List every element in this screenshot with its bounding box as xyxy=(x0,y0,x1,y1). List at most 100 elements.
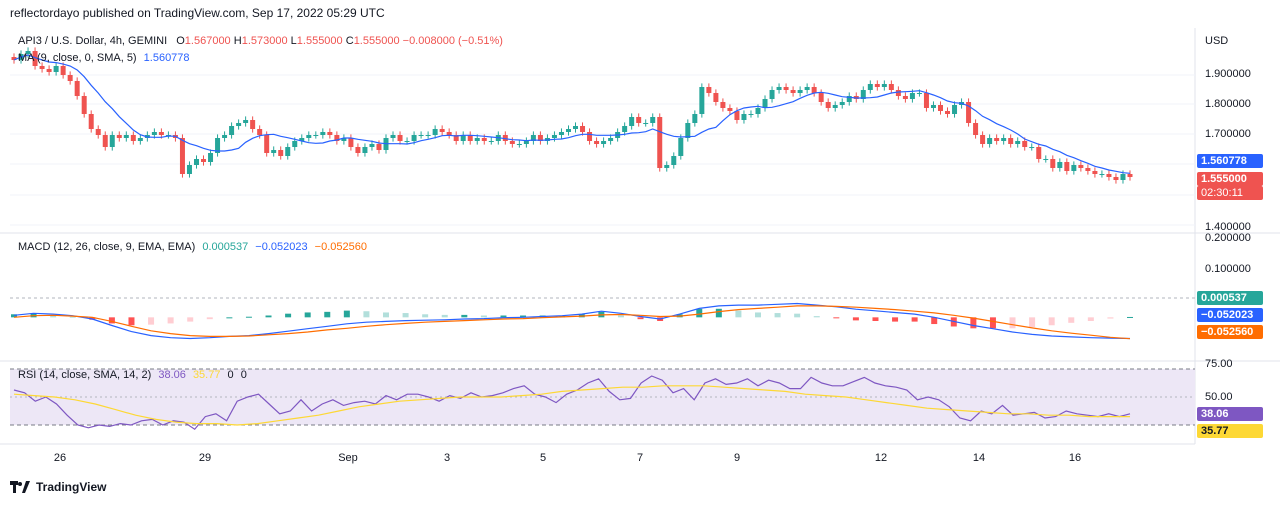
symbol-title[interactable]: API3 / U.S. Dollar, 4h, GEMINI xyxy=(18,35,168,47)
candle-body xyxy=(215,138,221,153)
candle-body xyxy=(1120,174,1126,180)
bar-countdown-tag: 02:30:11 xyxy=(1197,186,1263,200)
currency-label: USD xyxy=(1205,35,1228,47)
candle-body xyxy=(130,135,136,141)
candle-body xyxy=(776,87,782,90)
ma-value: 1.560778 xyxy=(143,52,190,64)
candle-body xyxy=(902,96,908,99)
rsi-ma-line xyxy=(13,385,1130,426)
candle-body xyxy=(74,81,80,96)
candle-body xyxy=(952,105,958,114)
candle-body xyxy=(123,135,129,138)
macd-line-tag: −0.052023 xyxy=(1197,308,1263,322)
candle-body xyxy=(369,144,375,147)
macd-hist-tag: 0.000537 xyxy=(1197,291,1263,305)
candle-body xyxy=(839,102,845,105)
macd-hist-bar xyxy=(285,313,292,318)
price-tick: 1.800000 xyxy=(1205,98,1251,110)
candle-body xyxy=(236,123,242,126)
macd-hist-bar xyxy=(148,317,155,325)
rsi-sma-tag: 35.77 xyxy=(1197,424,1263,438)
ma-price-tag: 1.560778 xyxy=(1197,154,1263,168)
candle-body xyxy=(530,135,536,141)
candle-body xyxy=(1015,141,1021,144)
candle-body xyxy=(874,84,880,87)
macd-hist-bar xyxy=(774,313,781,318)
candle-body xyxy=(706,87,712,93)
candle-body xyxy=(411,135,417,141)
time-tick: 26 xyxy=(54,452,66,464)
candle-body xyxy=(1106,174,1112,177)
macd-hist-bar xyxy=(11,314,17,318)
candle-body xyxy=(832,105,838,108)
candle-body xyxy=(601,141,607,144)
candle-body xyxy=(980,135,986,144)
candle-body xyxy=(769,90,775,99)
candle-body xyxy=(88,114,94,129)
time-tick: 3 xyxy=(444,452,450,464)
candle-body xyxy=(418,135,424,136)
candle-body xyxy=(32,51,38,66)
candle-body xyxy=(460,135,466,141)
candle-body xyxy=(692,114,698,123)
candle-body xyxy=(930,105,936,108)
chart-canvas[interactable]: USD 1.900000 1.800000 1.700000 1.400000 … xyxy=(0,28,1280,474)
rsi-tick: 50.00 xyxy=(1205,391,1233,403)
macd-hist-bar xyxy=(304,312,311,318)
candle-body xyxy=(376,144,382,150)
rsi-sma-value: 35.77 xyxy=(192,369,221,381)
rsi-line xyxy=(13,375,1131,430)
macd-hist-bar xyxy=(108,317,115,324)
candle-body xyxy=(551,135,557,138)
candle-body xyxy=(860,90,866,99)
publish-info: reflectordayo published on TradingView.c… xyxy=(10,6,385,20)
macd-hist-bar xyxy=(1068,317,1075,323)
macd-hist-bar xyxy=(794,313,801,318)
candle-body xyxy=(179,138,185,174)
time-tick: 14 xyxy=(973,452,985,464)
candle-body xyxy=(1043,159,1049,160)
macd-hist-bar xyxy=(324,311,331,318)
candle-body xyxy=(439,129,445,132)
macd-hist-bar xyxy=(696,308,703,318)
time-tick: 29 xyxy=(199,452,211,464)
candle-body xyxy=(1057,162,1063,168)
candle-body xyxy=(657,117,663,168)
macd-hist-bar xyxy=(343,310,350,318)
candle-body xyxy=(95,129,101,135)
macd-hist-bar xyxy=(1127,316,1133,318)
candle-body xyxy=(1085,168,1091,171)
candle-body xyxy=(580,126,586,132)
candle-body xyxy=(390,135,396,138)
macd-line xyxy=(13,302,1131,340)
candle-body xyxy=(278,150,284,156)
macd-histogram xyxy=(11,308,1133,329)
symbol-legend: API3 / U.S. Dollar, 4h, GEMINI O1.567000… xyxy=(18,35,503,47)
candle-body xyxy=(685,123,691,138)
candle-body xyxy=(650,117,656,123)
macd-hist-bar xyxy=(265,315,272,318)
candle-body xyxy=(565,129,571,132)
macd-hist-bar xyxy=(715,308,722,318)
candle-body xyxy=(923,93,929,108)
candle-body xyxy=(516,144,522,145)
candle-body xyxy=(60,66,66,75)
ma-legend[interactable]: MA (9, close, 0, SMA, 5) 1.560778 xyxy=(18,52,190,64)
macd-hist-bar xyxy=(441,314,448,318)
candle-body xyxy=(488,141,494,142)
candle-body xyxy=(945,111,951,114)
chart-frame: USD 1.900000 1.800000 1.700000 1.400000 … xyxy=(0,28,1280,474)
macd-legend[interactable]: MACD (12, 26, close, 9, EMA, EMA) 0.0005… xyxy=(18,241,367,253)
footer-brand[interactable]: TradingView xyxy=(10,480,106,494)
rsi-legend[interactable]: RSI (14, close, SMA, 14, 2) 38.06 35.77 … xyxy=(18,369,247,381)
last-price-tag: 1.555000 xyxy=(1197,172,1263,186)
macd-hist-bar xyxy=(128,317,135,326)
candle-body xyxy=(397,135,403,141)
high-value: 1.573000 xyxy=(241,35,288,47)
candle-body xyxy=(888,84,894,90)
candle-body xyxy=(755,108,761,114)
rsi-extra-2: 0 xyxy=(240,369,247,381)
macd-label: MACD (12, 26, close, 9, EMA, EMA) xyxy=(18,241,196,253)
macd-value: −0.052023 xyxy=(255,241,308,253)
time-tick: 5 xyxy=(540,452,546,464)
